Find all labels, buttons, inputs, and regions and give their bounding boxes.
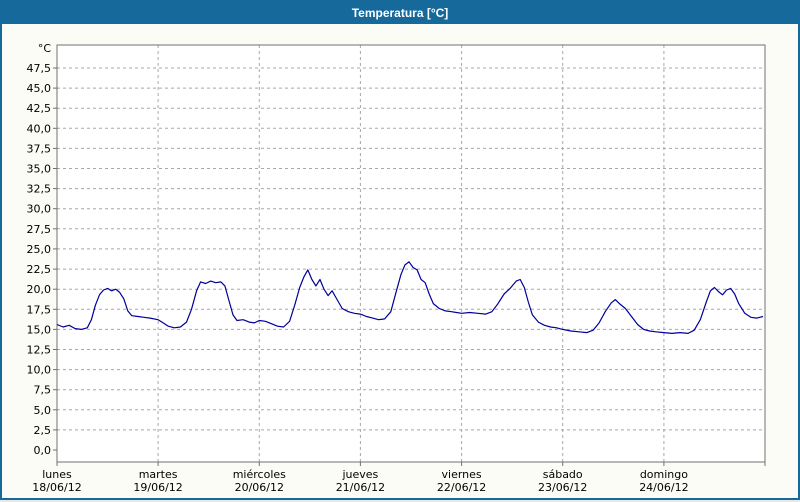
temperature-chart: 0,0 2,5 5,0 7,5 10,0 12,5 15,0 17,5 20,0 22,5 25,0…	[27, 42, 766, 494]
y-tick-label: 15,0	[27, 323, 52, 336]
x-day-label: jueves	[341, 468, 378, 481]
y-tick-label: 45,0	[27, 82, 52, 95]
x-date-label: 23/06/12	[538, 481, 587, 494]
x-date-label: 22/06/12	[437, 481, 486, 494]
y-tick-label: 20,0	[27, 283, 52, 296]
window-title: Temperatura [°C]	[351, 6, 449, 20]
x-day-label: lunes	[42, 468, 72, 481]
plot-border	[56, 44, 766, 463]
x-date-label: 19/06/12	[133, 481, 182, 494]
y-tick-label: 5,0	[34, 404, 52, 417]
x-day-label: miércoles	[233, 468, 286, 481]
y-tick-label: 40,0	[27, 122, 52, 135]
y-tick-label: 2,5	[34, 424, 52, 437]
x-day-label: sábado	[543, 468, 583, 481]
y-axis-unit-label: °C	[38, 42, 52, 55]
y-tick-label: 37,5	[27, 142, 52, 155]
y-tick-label: 25,0	[27, 243, 52, 256]
x-date-label: 21/06/12	[336, 481, 385, 494]
y-tick-label: 0,0	[34, 444, 52, 457]
y-tick-label: 12,5	[27, 344, 52, 357]
y-tick-label: 10,0	[27, 364, 52, 377]
y-tick-label: 35,0	[27, 163, 52, 176]
y-tick-label: 32,5	[27, 183, 52, 196]
y-tick-label: 7,5	[34, 384, 52, 397]
y-tick-label: 17,5	[27, 303, 52, 316]
y-tick-label: 30,0	[27, 203, 52, 216]
temperature-line	[56, 261, 764, 334]
y-tick-label: 27,5	[27, 223, 52, 236]
x-day-label: martes	[139, 468, 178, 481]
x-date-label: 20/06/12	[235, 481, 284, 494]
x-date-label: 24/06/12	[639, 481, 688, 494]
plot-background	[57, 45, 765, 462]
x-day-label: domingo	[640, 468, 688, 481]
x-day-label: viernes	[442, 468, 482, 481]
gridlines	[57, 45, 765, 462]
x-date-label: 18/06/12	[32, 481, 81, 494]
axis-ticks	[53, 67, 766, 466]
y-tick-label: 42,5	[27, 102, 52, 115]
y-tick-label: 22,5	[27, 263, 52, 276]
title-bar[interactable]: Temperatura [°C]	[2, 2, 798, 24]
y-tick-label: 47,5	[27, 62, 52, 75]
chart-area: 0,0 2,5 5,0 7,5 10,0 12,5 15,0 17,5 20,0 22,5 25,0…	[2, 24, 798, 498]
y-axis-labels: 0,0 2,5 5,0 7,5 10,0 12,5 15,0 17,5 20,0 22,5 25,0…	[27, 62, 52, 457]
